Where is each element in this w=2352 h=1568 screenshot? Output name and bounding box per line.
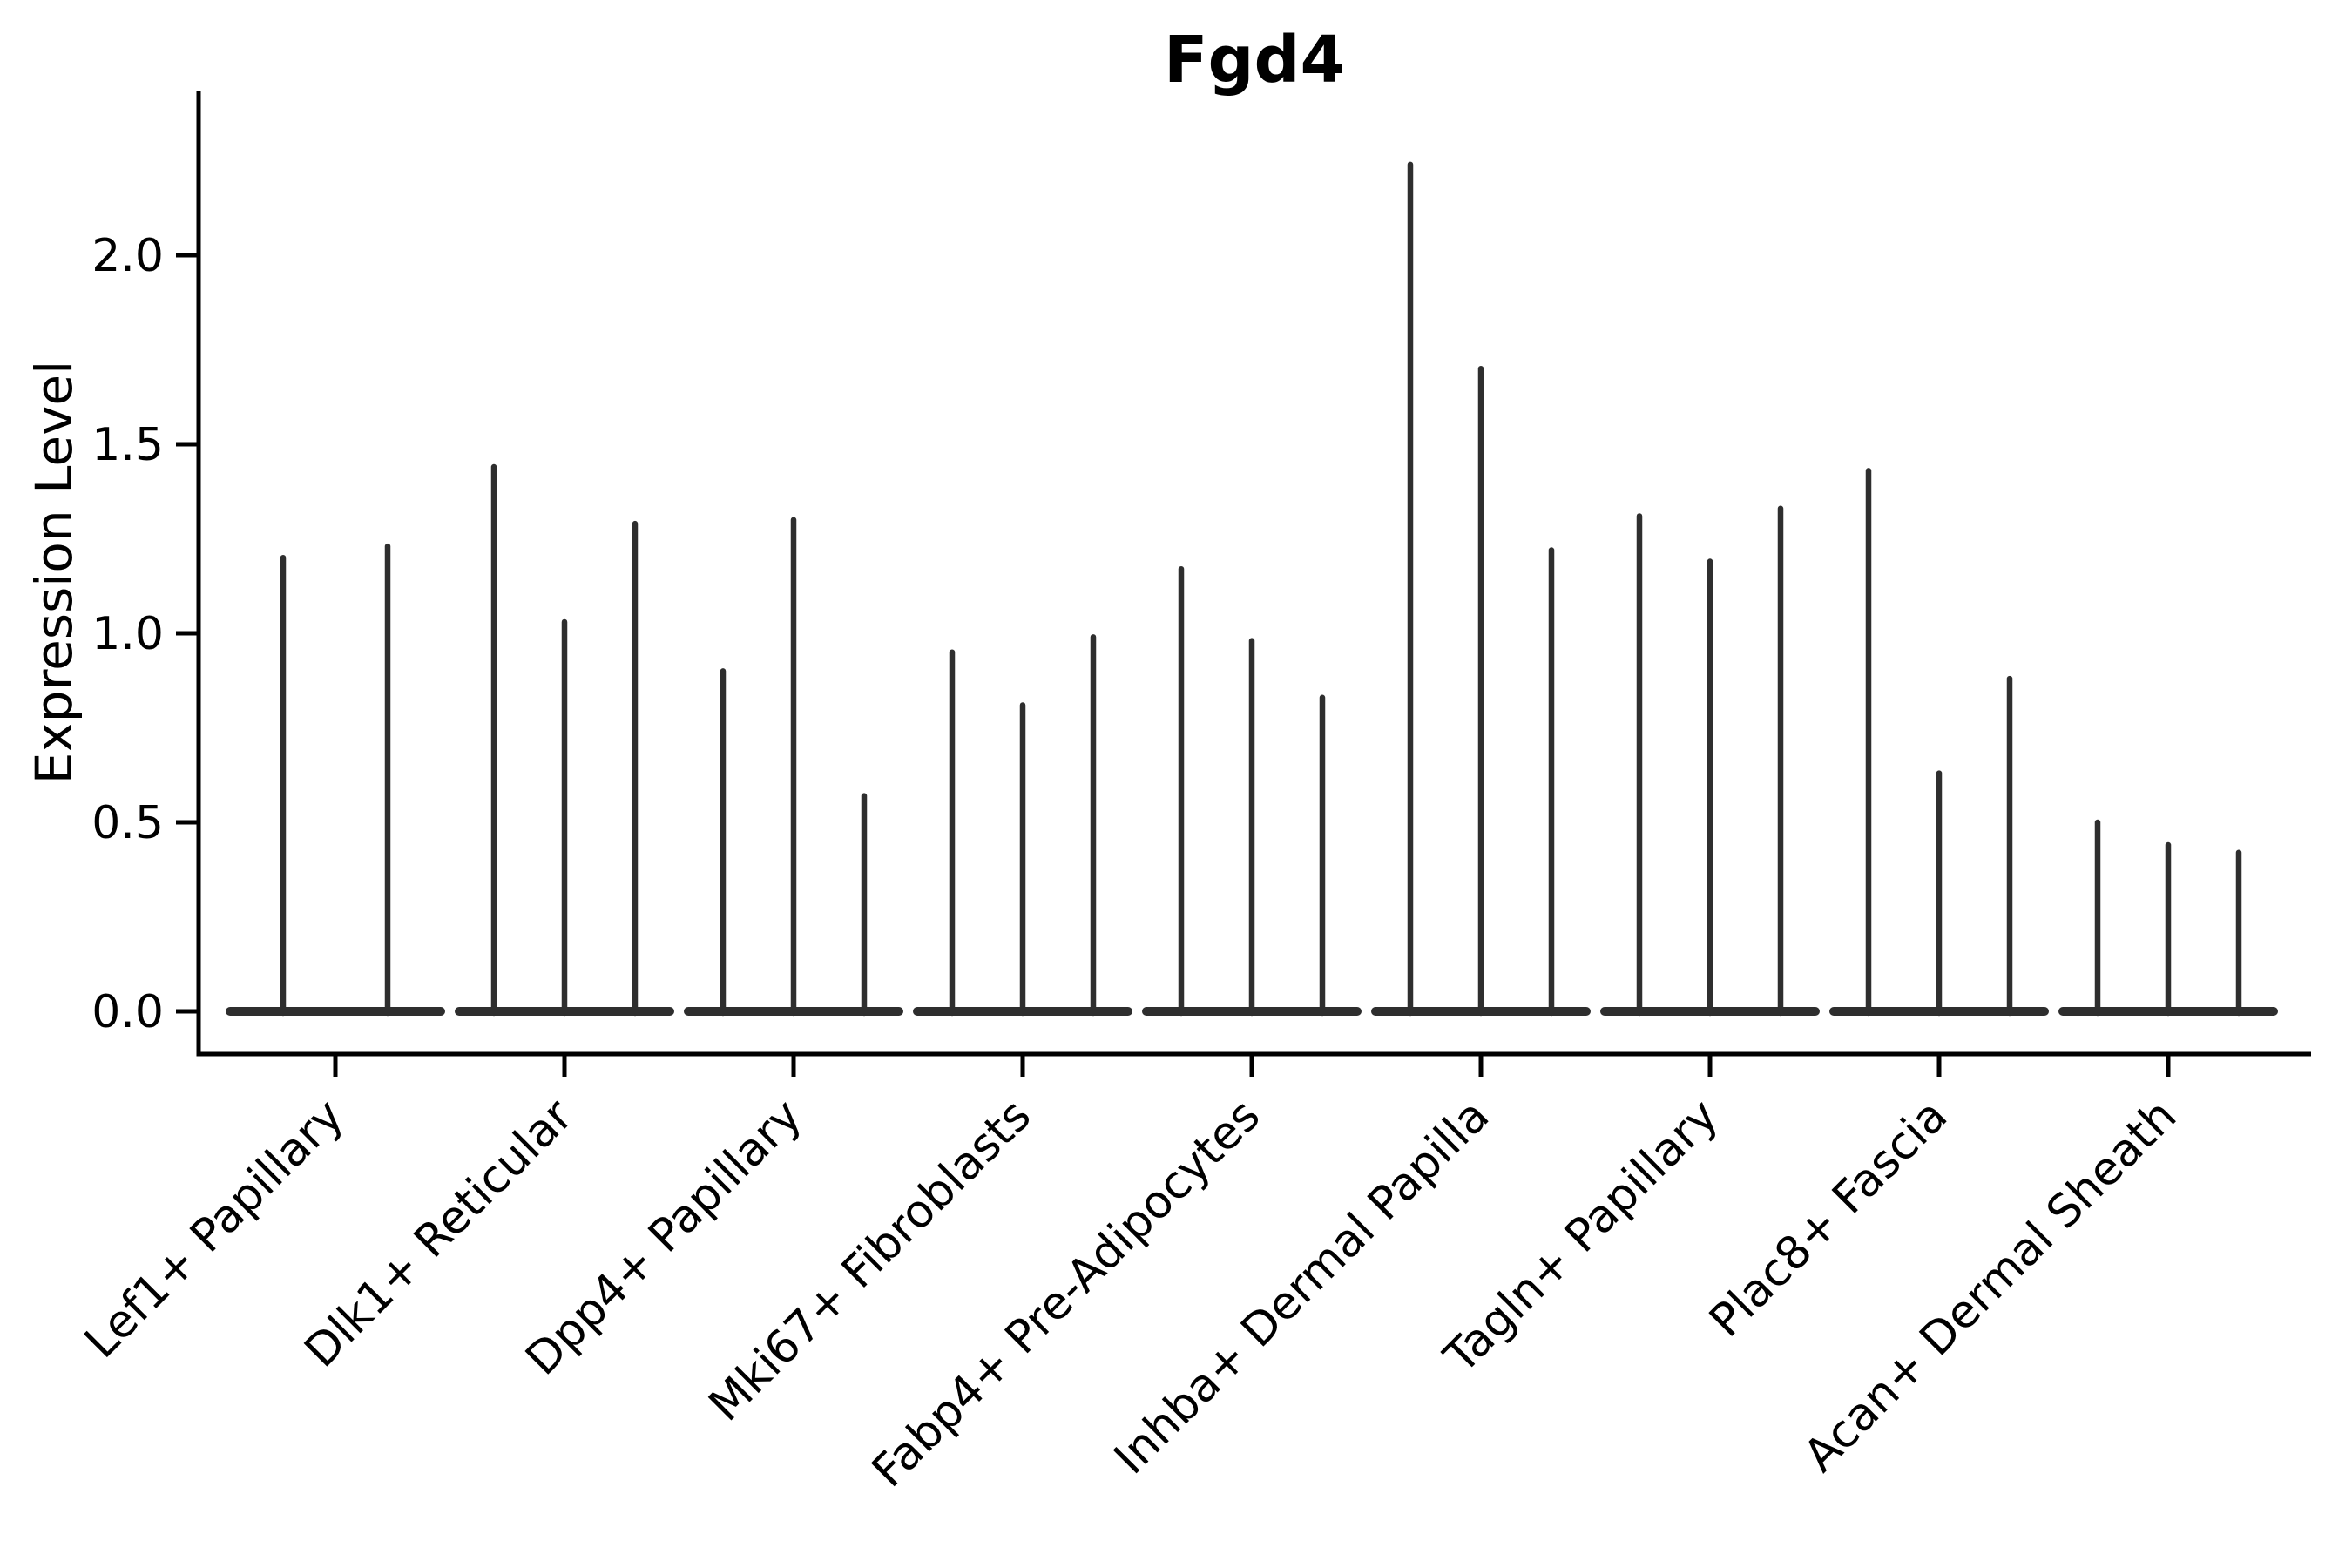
- x-tick-label: Plac8+ Fascia: [1700, 1090, 1957, 1348]
- chart-title: Fgd4: [1164, 23, 1345, 98]
- y-tick-label: 2.0: [91, 230, 164, 282]
- x-tick-label: Fabp4+ Pre-Adipocytes: [862, 1090, 1270, 1497]
- y-tick-label: 0.0: [91, 986, 164, 1038]
- y-axis-label: Expression Level: [24, 360, 84, 785]
- x-tick-label: Inhba+ Dermal Papilla: [1105, 1090, 1499, 1484]
- y-tick-label: 0.5: [91, 797, 164, 849]
- x-tick-label: Acan+ Dermal Sheath: [1794, 1090, 2187, 1483]
- y-tick-label: 1.5: [91, 419, 164, 471]
- y-tick-label: 1.0: [91, 608, 164, 660]
